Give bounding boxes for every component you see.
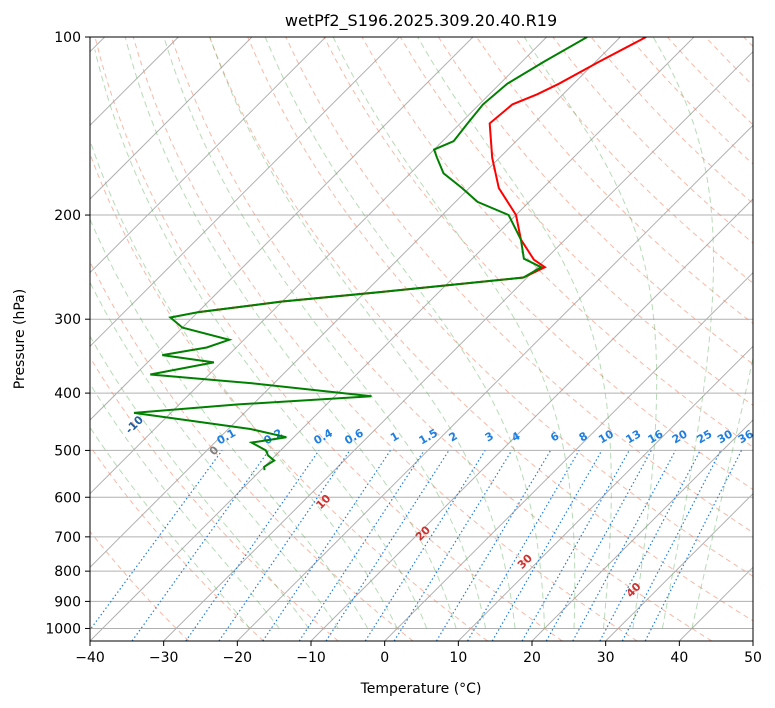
mixing-ratio-line [393,450,513,641]
moist-adiabat-line [94,49,428,629]
moist-adiabat-line [691,355,753,629]
y-tick-label: 500 [54,443,81,459]
sounding-profiles [133,37,647,471]
x-tick-label: −20 [223,650,253,666]
y-tick-label: 900 [54,594,81,610]
dry-adiabat-line [90,530,190,641]
y-tick-label: 1000 [45,621,81,637]
mixing-ratio-line [218,450,351,641]
dry-adiabat-line [399,37,753,407]
moist-adiabat-line [90,281,339,629]
mixing-ratio-label: 36 [736,427,756,446]
dry-adiabat-line [170,37,712,641]
dry-adiabat-line [209,37,753,622]
background-lines [90,37,753,641]
dry-adiabat-line [132,37,638,641]
dewpoint-line [133,37,588,471]
moist-adiabat-line [209,37,516,629]
isotherm-line [90,37,253,200]
x-axis-label: Temperature (°C) [360,681,482,697]
moist-adiabat-line [90,426,251,629]
moist-adiabat-line [90,217,369,629]
x-axis: −40 −30 −20 −10 0 10 20 30 40 50 [75,641,762,666]
mixing-ratio-line [435,450,552,641]
moist-adiabat-line [90,335,310,629]
x-tick-label: 40 [670,650,688,666]
x-tick-label: −40 [75,650,105,666]
dry-adiabat-line [90,356,339,641]
x-tick-label: −30 [149,650,179,666]
x-tick-label: 0 [380,650,389,666]
y-tick-label: 700 [54,530,81,546]
isotherm-line [531,419,753,641]
moist-adiabat-line [90,138,398,629]
isotherm-line [457,345,753,641]
mixing-ratio-line [131,450,270,641]
mixing-ratio-line [572,450,677,641]
isotherm-line [752,640,753,641]
y-tick-label: 100 [54,30,81,46]
y-tick-label: 600 [54,490,81,506]
isotherm-line [90,37,327,274]
moist-adiabat-line [163,37,487,629]
moist-adiabat-line [523,37,658,629]
isopleth-labels: 0.10.20.40.611.52346810131620253036-100-… [123,413,756,600]
isotherm-line [163,50,753,641]
isotherm-line [90,37,621,569]
dry-adiabat-line [285,37,753,534]
isotherm-line [90,37,695,641]
moist-adiabat-line [124,37,457,629]
mixing-ratio-line [545,450,652,641]
y-tick-label: 200 [54,208,81,224]
isotherm-line [236,124,753,641]
plot-area [90,37,753,641]
moist-adiabat-line [332,37,576,629]
plot-frame [89,36,754,642]
x-tick-label: 30 [597,650,615,666]
mixing-ratio-line [364,450,486,641]
mixing-ratio-line [90,450,223,631]
x-tick-label: 50 [744,650,762,666]
moist-adiabat-line [652,37,714,629]
isotherm-line [90,37,474,421]
dry-adiabat-line [90,152,488,641]
mixing-ratio-line [325,450,450,641]
mixing-ratio-line [521,450,630,641]
chart-title: wetPf2_S196.2025.309.20.40.R19 [285,11,557,31]
x-tick-label: −10 [296,650,326,666]
moist-adiabat-line [264,37,545,629]
isotherm-line [384,271,753,641]
y-tick-label: 300 [54,312,81,328]
y-axis-label: Pressure (hPa) [12,289,28,389]
dry-adiabat-line [514,37,753,284]
dry-adiabat-line [90,260,414,641]
y-tick-label: 800 [54,564,81,580]
mixing-ratio-line [185,450,320,641]
moist-adiabat-line [417,37,612,629]
y-axis: 100 200 300 400 500 600 700 800 900 1000 [45,30,90,637]
moist-adiabat-line [90,382,280,629]
isotherm-line [90,37,400,348]
mixing-ratio-line [466,450,580,641]
isotherm-line [605,492,753,641]
dry-adiabat-line [247,37,753,577]
x-tick-label: 10 [449,650,467,666]
x-tick-label: 20 [523,650,541,666]
isotherm-line [90,37,548,495]
y-tick-label: 400 [54,386,81,402]
dry-adiabat-line [94,37,563,641]
dry-adiabat-line [90,445,264,641]
mixing-ratio-line [491,450,603,641]
